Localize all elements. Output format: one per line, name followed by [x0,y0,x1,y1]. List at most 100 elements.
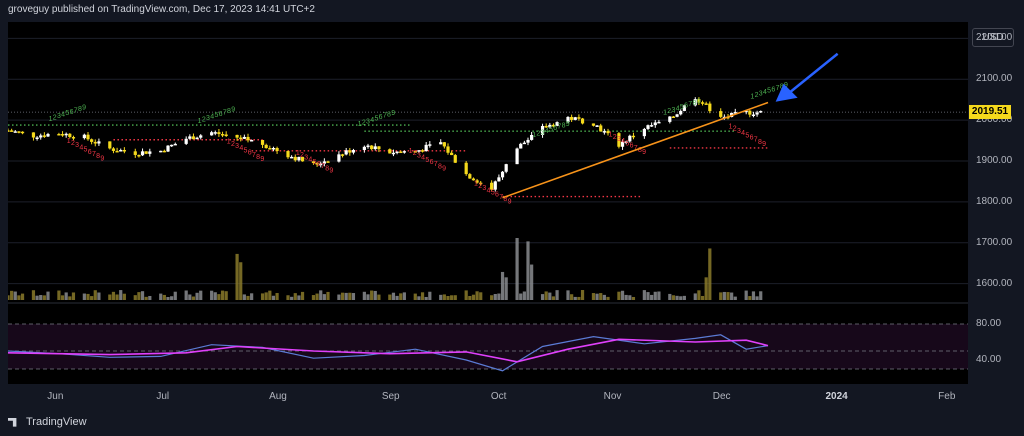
count-digit: 8 [387,111,391,118]
count-digit: 6 [771,86,775,93]
volume-bar [17,295,21,300]
count-digit: 5 [374,115,378,122]
count-digit: 3 [304,154,308,161]
volume-bar [188,294,192,300]
volume-bar [671,295,676,300]
count-digit: 6 [630,143,634,150]
volume-bar [540,294,545,300]
candle-body [286,151,290,158]
volume-bar [599,293,603,300]
time-axis[interactable]: Jun Jul Aug Sep Oct Nov Dec 2024 Feb [8,386,968,408]
volume-bar [479,292,483,300]
volume-bar [8,295,10,300]
candle-body [704,103,708,105]
volume-bar [68,296,72,300]
candle-body [748,110,752,115]
candle-body [133,151,137,155]
count-digit: 3 [617,136,621,143]
candle-body [500,171,505,178]
count-digit: 1 [750,93,754,100]
volume-bar [144,296,148,300]
volume-bar [595,293,599,300]
candle-body [242,136,246,139]
candle-body [220,134,225,136]
candle-body [420,150,425,152]
count-digit: 5 [214,112,218,119]
arrow-shaft [784,52,839,97]
count-digit: 3 [75,142,79,149]
volume-bar [653,291,657,300]
candle-body [82,134,86,139]
candle-body [159,150,163,153]
candle-body [631,135,636,138]
count-digit: 7 [754,137,758,144]
candle-body [188,136,192,139]
candle-body [555,122,559,127]
candle-body [515,148,519,165]
candle-body [235,134,239,138]
candle-body [617,133,621,147]
candle-body [86,134,90,140]
volume-bar [580,290,585,300]
candle-body [413,151,417,153]
volume-bar [271,295,276,300]
count-digit: 2 [413,150,417,157]
volume-bar [42,295,46,300]
candle-body [570,116,574,120]
candle-body [300,156,305,162]
candle-body [93,141,97,144]
candle-body [497,177,501,182]
publish-header: groveguy published on TradingView.com, D… [8,4,315,15]
volume-bar [566,290,570,300]
candle-body [479,182,483,185]
candle-body [373,146,377,150]
count-digit: 3 [417,152,421,159]
candle-body [693,99,697,106]
footer-brand[interactable]: TradingView [8,416,87,428]
count-digit: 2 [536,131,540,138]
candle-body [60,134,65,136]
count-digit: 9 [784,82,788,89]
volume-bar [286,295,290,300]
volume-bar [170,296,174,300]
chart-plot[interactable]: 1 2 3 4 5 6 7 8 91 2 3 4 5 6 7 8 91 2 3 4 5 6 7 8 91 2 3 4 5 6 7 8 91 2 3 4… [8,22,968,384]
candle-body [337,154,341,162]
candle-body [424,144,428,152]
candle-body [475,180,479,183]
candle-body [57,133,61,136]
volume-bar [220,290,225,300]
count-digit: 8 [758,139,762,146]
candle-body [519,143,523,149]
candle-body [453,155,457,163]
volume-bar [464,290,468,300]
volume-bar [733,296,737,300]
candle-body [64,133,68,136]
currency-button[interactable]: USD [972,28,1014,47]
candle-body [620,141,625,147]
rsi-band [8,324,968,369]
volume-bar [493,293,497,300]
volume-bar [577,296,581,300]
candle-body [650,125,654,127]
candle-body [122,149,126,152]
count-digit: 9 [82,105,86,112]
volume-bar [184,290,188,300]
volume-bar [413,293,417,300]
count-digit: 4 [308,157,312,164]
count-digit: 8 [503,196,507,203]
candle-body [13,131,17,133]
volume-bar [111,291,116,300]
count-digit: 7 [557,124,561,131]
count-digit: 6 [248,150,252,157]
volume-bar [315,293,319,300]
candle-body [606,131,610,134]
candle-body [744,110,748,113]
candle-body [90,139,94,142]
price-axis[interactable]: USD 2200.00 2100.00 2000.00 1900.00 1800… [968,22,1024,384]
volume-bar [675,295,679,300]
count-digit: 6 [317,161,321,168]
count-digit: 7 [92,151,96,158]
candle-body [250,140,254,142]
count-digit: 3 [366,118,370,125]
volume-bar [704,277,708,300]
